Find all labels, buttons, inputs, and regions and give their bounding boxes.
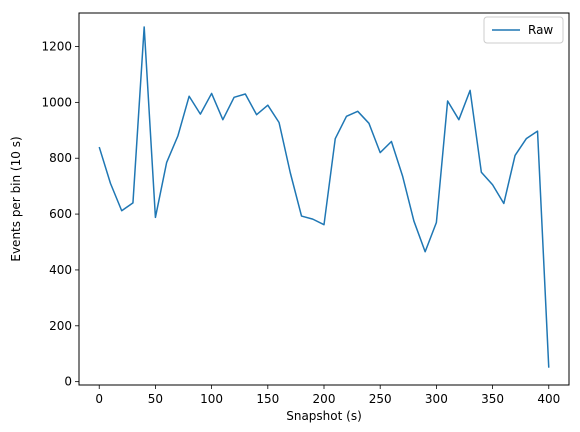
legend-box [483,16,564,44]
y-axis-label: Events per bin (10 s) [9,136,23,261]
y-tick-label: 1000 [41,95,72,109]
x-axis-ticks: 0 50 100 150 200 250 300 350 400 [95,385,560,406]
x-tick-label: 350 [481,392,504,406]
y-tick-label: 800 [49,151,72,165]
x-tick-label: 150 [256,392,279,406]
y-tick-label: 600 [49,207,72,221]
x-tick-label: 400 [537,392,560,406]
legend: Raw [483,16,564,44]
x-tick-label: 250 [369,392,392,406]
x-tick-label: 0 [95,392,103,406]
x-tick-label: 100 [200,392,223,406]
y-axis-ticks: 0 200 400 600 800 1000 1200 [41,40,79,389]
x-tick-label: 50 [148,392,163,406]
x-tick-label: 300 [425,392,448,406]
y-tick-label: 200 [49,319,72,333]
y-tick-label: 0 [64,375,72,389]
series-line-raw [98,26,550,368]
y-tick-label: 1200 [41,40,72,54]
y-tick-label: 400 [49,263,72,277]
x-tick-label: 200 [313,392,336,406]
plot-area [78,12,570,386]
x-axis-label: Snapshot (s) [286,409,362,423]
legend-label-raw: Raw [528,23,553,37]
